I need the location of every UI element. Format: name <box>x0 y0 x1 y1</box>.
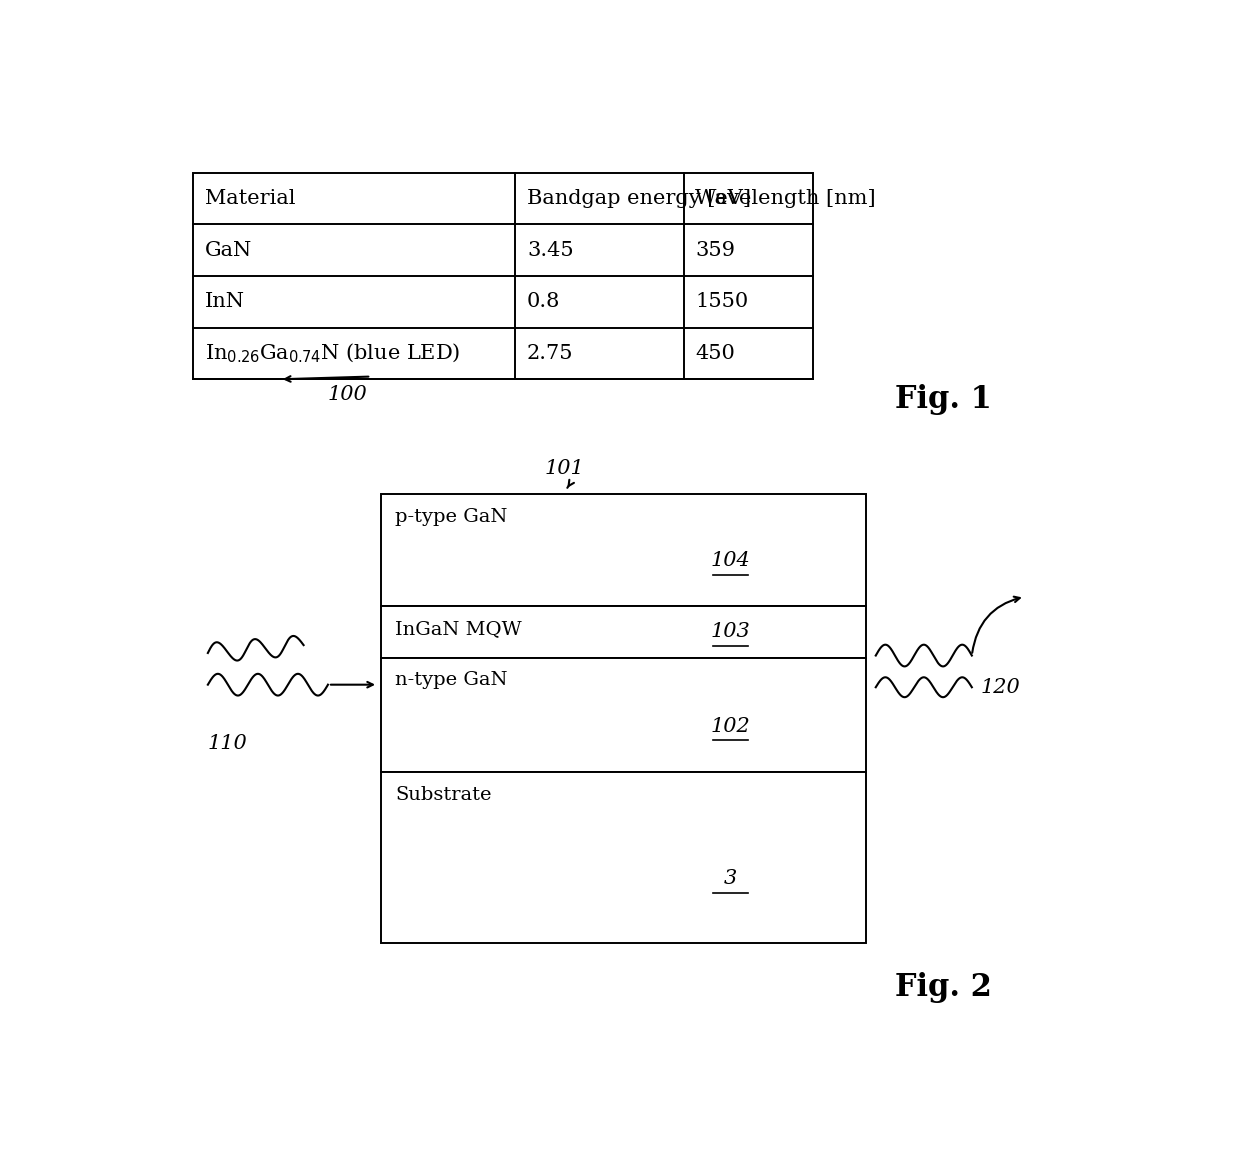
Text: InGaN MQW: InGaN MQW <box>396 620 522 637</box>
Bar <box>193 173 813 380</box>
Text: Substrate: Substrate <box>396 786 492 803</box>
Text: Bandgap energy [eV]: Bandgap energy [eV] <box>527 189 751 208</box>
Text: 102: 102 <box>711 716 750 736</box>
Bar <box>381 494 866 607</box>
Text: 120: 120 <box>981 677 1021 696</box>
Text: Material: Material <box>205 189 295 208</box>
Text: 110: 110 <box>207 734 247 753</box>
Text: 3: 3 <box>724 869 737 888</box>
Text: GaN: GaN <box>205 241 252 260</box>
Text: Wavelength [nm]: Wavelength [nm] <box>696 189 875 208</box>
Text: 2.75: 2.75 <box>527 343 573 363</box>
Text: p-type GaN: p-type GaN <box>396 508 507 526</box>
Bar <box>381 657 866 773</box>
Text: 103: 103 <box>711 622 750 641</box>
Bar <box>381 607 866 657</box>
Text: 1550: 1550 <box>696 293 748 312</box>
Text: In$_{0.26}$Ga$_{0.74}$N (blue LED): In$_{0.26}$Ga$_{0.74}$N (blue LED) <box>205 342 460 365</box>
Text: 0.8: 0.8 <box>527 293 560 312</box>
Text: Fig. 1: Fig. 1 <box>894 383 992 415</box>
Bar <box>381 773 866 942</box>
Text: Fig. 2: Fig. 2 <box>894 973 992 1003</box>
Text: n-type GaN: n-type GaN <box>396 671 507 689</box>
Text: 100: 100 <box>327 386 368 405</box>
Text: 104: 104 <box>711 552 750 570</box>
Text: InN: InN <box>205 293 246 312</box>
Text: 450: 450 <box>696 343 735 363</box>
Text: 359: 359 <box>696 241 735 260</box>
Text: 101: 101 <box>544 460 584 479</box>
Text: 3.45: 3.45 <box>527 241 574 260</box>
